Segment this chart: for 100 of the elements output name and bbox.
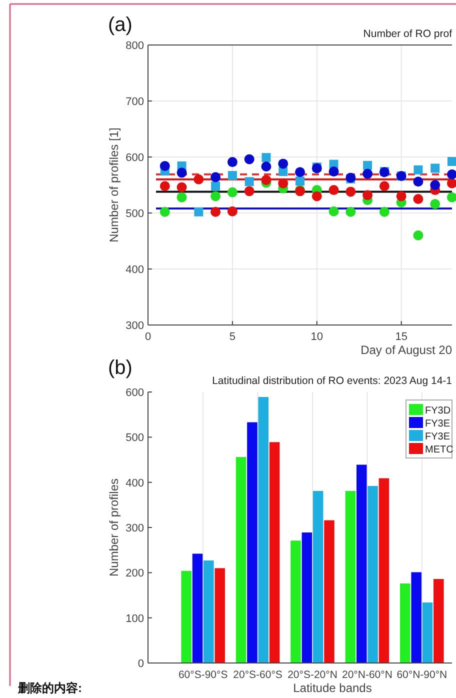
point [295, 167, 305, 178]
bar [204, 560, 214, 663]
point [379, 206, 390, 217]
bar [411, 572, 422, 663]
point [244, 177, 254, 186]
point [430, 199, 440, 210]
y-axis-title: Number of profiles [107, 478, 121, 577]
chart-title: Latitudinal distribution of RO events: 2023 Aug 14-1 [212, 375, 452, 387]
legend-label: FY3D [425, 406, 451, 416]
point [227, 187, 238, 198]
x-tick-label: 20°S-20°N [288, 669, 338, 681]
bar [324, 520, 334, 663]
point [278, 178, 288, 188]
legend-label: FY3E [425, 432, 450, 442]
legend-label: METC [425, 444, 454, 456]
bar [368, 486, 378, 663]
bar [181, 570, 192, 663]
point [430, 180, 440, 190]
chart-title: Number of RO prof [363, 28, 452, 40]
x-tick-label: 20°N-60°N [342, 669, 392, 681]
bar [290, 540, 301, 663]
bar [356, 464, 367, 663]
x-tick-label: 60°N-90°N [396, 669, 448, 681]
point [278, 158, 288, 169]
point [296, 176, 304, 186]
point [210, 191, 221, 202]
x-tick-label: 0 [144, 331, 152, 343]
point [430, 164, 440, 173]
point [160, 181, 170, 192]
point [176, 168, 187, 178]
y-tick-label: 700 [126, 96, 144, 108]
x-tick-label: 5 [229, 331, 236, 343]
bar [345, 490, 356, 663]
point [176, 182, 187, 192]
point [194, 174, 204, 184]
bar [258, 396, 269, 663]
bar [192, 554, 203, 663]
point [160, 206, 170, 217]
y-tick-label: 500 [126, 432, 144, 444]
point [228, 170, 237, 180]
point [346, 186, 356, 197]
point [328, 206, 339, 216]
point [244, 186, 254, 196]
point [447, 169, 456, 180]
point [261, 162, 272, 172]
point [244, 154, 254, 164]
y-tick-label: 300 [126, 320, 144, 332]
text: 删除的内容: [17, 681, 82, 695]
bar [434, 578, 444, 663]
point [261, 174, 272, 185]
y-tick-label: 400 [126, 477, 144, 490]
point [194, 207, 204, 216]
point [176, 192, 187, 202]
text: (a) [108, 14, 132, 36]
y-tick-label: 200 [126, 568, 144, 580]
bar [269, 442, 280, 663]
legend-label: FY3E [425, 418, 450, 430]
bar [400, 584, 410, 663]
point [328, 166, 339, 177]
point [379, 181, 390, 192]
bar [236, 457, 246, 663]
point [312, 191, 322, 202]
y-tick-label: 300 [126, 522, 144, 534]
y-tick-label: 500 [126, 208, 144, 220]
bar [247, 422, 258, 663]
bar [214, 568, 225, 663]
bar [302, 532, 312, 663]
y-tick-label: 100 [126, 612, 144, 625]
y-tick-label: 400 [126, 264, 144, 276]
y-tick-label: 600 [126, 152, 144, 164]
point [362, 190, 373, 200]
point [328, 185, 339, 196]
point [227, 157, 238, 168]
point [210, 172, 221, 182]
point [363, 160, 372, 170]
y-tick-label: 600 [126, 387, 144, 399]
x-tick-label: 10 [310, 331, 324, 343]
x-tick-label: 20°S-60°S [233, 669, 282, 681]
y-tick-label: 800 [126, 40, 144, 52]
y-axis-title: Number of profiles [1] [107, 128, 121, 242]
point [227, 206, 238, 216]
x-tick-label: 15 [395, 331, 408, 343]
x-tick-label: 60°S-90°S [178, 669, 228, 681]
x-axis-title: Day of August 20 [360, 343, 452, 357]
point [413, 194, 424, 204]
bar [378, 478, 390, 663]
bar [312, 490, 324, 663]
point [447, 192, 456, 202]
bar [422, 602, 433, 663]
point [396, 191, 406, 202]
text: (b) [108, 357, 132, 379]
point [210, 206, 221, 217]
point [413, 230, 424, 240]
point [448, 156, 456, 166]
point [262, 153, 271, 162]
x-axis-title: Latitude bands [293, 681, 372, 695]
point [413, 176, 424, 187]
point [160, 160, 170, 171]
point [211, 182, 220, 191]
y-tick-label: 0 [138, 658, 144, 670]
